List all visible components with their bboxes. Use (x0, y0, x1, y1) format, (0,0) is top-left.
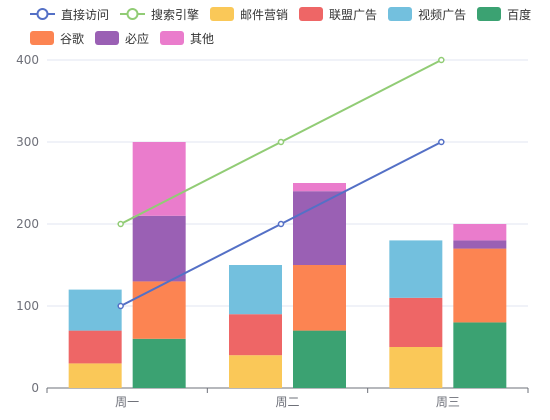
bar-a-segment (68, 363, 122, 388)
legend-label: 搜索引擎 (151, 7, 200, 22)
legend-item[interactable]: 邮件营销 (210, 6, 288, 23)
legend-line-icon (30, 7, 55, 21)
x-tick-label: 周二 (275, 395, 299, 409)
legend-item[interactable]: 其他 (160, 30, 214, 47)
legend-swatch (210, 7, 235, 21)
legend-item[interactable]: 搜索引擎 (120, 6, 199, 23)
line-point (117, 302, 124, 310)
legend-label: 邮件营销 (240, 7, 289, 22)
bar-a-segment (229, 355, 282, 388)
bar-a-segment (389, 240, 443, 298)
legend-swatch (160, 31, 185, 45)
legend-item[interactable]: 联盟广告 (299, 6, 377, 23)
legend-row: 直接访问 搜索引擎 邮件营销 联盟广告 视频广告 百度 (30, 2, 540, 26)
bar-a-segment (229, 314, 282, 356)
legend-item[interactable]: 视频广告 (388, 6, 466, 23)
y-tick-label: 0 (31, 381, 39, 395)
legend-swatch (95, 31, 120, 45)
bar-a-segment (68, 330, 122, 364)
legend-label: 直接访问 (61, 7, 110, 22)
bar-b-segment (453, 322, 507, 388)
line-point (277, 220, 285, 228)
x-tick-label: 周三 (436, 395, 460, 409)
y-tick-label: 100 (16, 299, 39, 313)
legend-label: 必应 (125, 31, 150, 46)
legend-item[interactable]: 直接访问 (30, 6, 109, 23)
line-point (277, 138, 285, 146)
bar-a-segment (389, 297, 443, 347)
legend-item[interactable]: 谷歌 (30, 30, 84, 47)
bar-b-segment (293, 183, 346, 192)
legend-label: 视频广告 (418, 7, 467, 22)
bar-b-segment (453, 240, 507, 249)
legend-label: 谷歌 (60, 31, 85, 46)
bar-a-segment (389, 347, 443, 388)
legend-item[interactable]: 百度 (477, 6, 531, 23)
bar-b-segment (132, 338, 186, 388)
bar-b-segment (293, 265, 346, 331)
bar-a-segment (229, 265, 282, 315)
bar-a-segment (68, 289, 122, 331)
line-point (438, 56, 445, 64)
legend-row: 谷歌 必应 其他 (30, 26, 540, 50)
line-point (117, 220, 124, 228)
legend-item[interactable]: 必应 (95, 30, 149, 47)
legend-swatch (30, 31, 54, 45)
legend-swatch (299, 7, 324, 21)
bar-b-segment (453, 248, 507, 323)
legend-line-icon (120, 7, 146, 21)
line-point (438, 138, 445, 146)
legend-label: 其他 (190, 31, 215, 46)
bar-b-segment (293, 191, 346, 265)
legend-label: 联盟广告 (329, 7, 378, 22)
legend-swatch (388, 7, 413, 21)
legend: 直接访问 搜索引擎 邮件营销 联盟广告 视频广告 百度谷歌 必应 其他 (30, 2, 540, 50)
y-tick-label: 200 (16, 217, 39, 231)
legend-label: 百度 (507, 7, 532, 22)
legend-swatch (477, 7, 502, 21)
x-tick-label: 周一 (115, 395, 139, 409)
y-tick-label: 400 (16, 53, 39, 67)
bar-b-segment (293, 330, 346, 388)
bar-b-segment (453, 224, 507, 241)
bar-b-segment (132, 281, 186, 339)
bar-b-segment (132, 215, 186, 282)
y-tick-label: 300 (16, 135, 39, 149)
